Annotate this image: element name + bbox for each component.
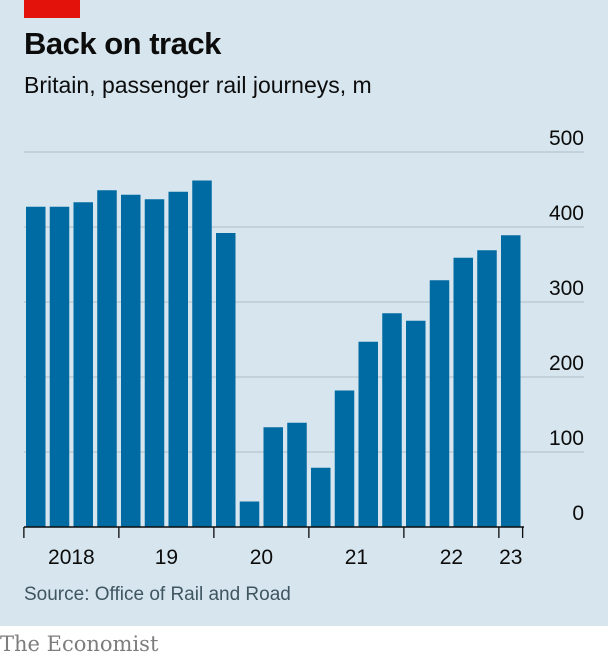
bar-14 — [334, 390, 355, 527]
bar-9 — [216, 233, 236, 527]
x-tick-label-20: 20 — [250, 546, 273, 569]
y-tick-label-100: 100 — [549, 427, 584, 450]
bar-15 — [358, 341, 378, 527]
y-tick-label-500: 500 — [549, 127, 584, 150]
chart-subtitle: Britain, passenger rail journeys, m — [24, 72, 372, 98]
x-tick-label-22: 22 — [440, 546, 463, 569]
bar-chart: 0 100 200 300 400 500 2018 19 20 21 22 23 — [23, 127, 584, 569]
x-tick-label-19: 19 — [155, 546, 178, 569]
bars — [26, 180, 521, 527]
y-tick-label-300: 300 — [549, 277, 584, 300]
bar-4 — [97, 190, 117, 527]
bar-13 — [311, 467, 331, 527]
x-axis: 2018 19 20 21 22 23 — [23, 526, 524, 569]
bar-19 — [453, 257, 473, 527]
red-tag-accent — [24, 0, 80, 18]
y-tick-label-0: 0 — [572, 502, 584, 525]
bar-18 — [429, 280, 450, 527]
bar-7 — [168, 191, 188, 527]
y-axis-tick-labels: 0 100 200 300 400 500 — [549, 127, 584, 525]
bar-20 — [477, 250, 497, 527]
brand-wordmark: The Economist — [0, 632, 159, 656]
bar-11 — [263, 427, 283, 527]
bar-2 — [49, 206, 70, 527]
bar-3 — [73, 202, 93, 527]
chart-title: Back on track — [24, 26, 221, 61]
bar-6 — [144, 199, 165, 527]
bar-17 — [406, 320, 426, 527]
y-tick-label-400: 400 — [549, 202, 584, 225]
x-tick-label-2018: 2018 — [48, 546, 95, 569]
bar-1 — [26, 206, 46, 527]
bar-10 — [239, 501, 260, 527]
bar-12 — [287, 422, 307, 527]
x-tick-label-23: 23 — [499, 546, 522, 569]
bar-21 — [501, 235, 521, 527]
source-note: Source: Office of Rail and Road — [24, 584, 291, 605]
bar-16 — [382, 313, 402, 527]
bar-5 — [121, 194, 141, 527]
x-tick-label-21: 21 — [345, 546, 368, 569]
bar-8 — [192, 180, 212, 527]
y-tick-label-200: 200 — [549, 352, 584, 375]
